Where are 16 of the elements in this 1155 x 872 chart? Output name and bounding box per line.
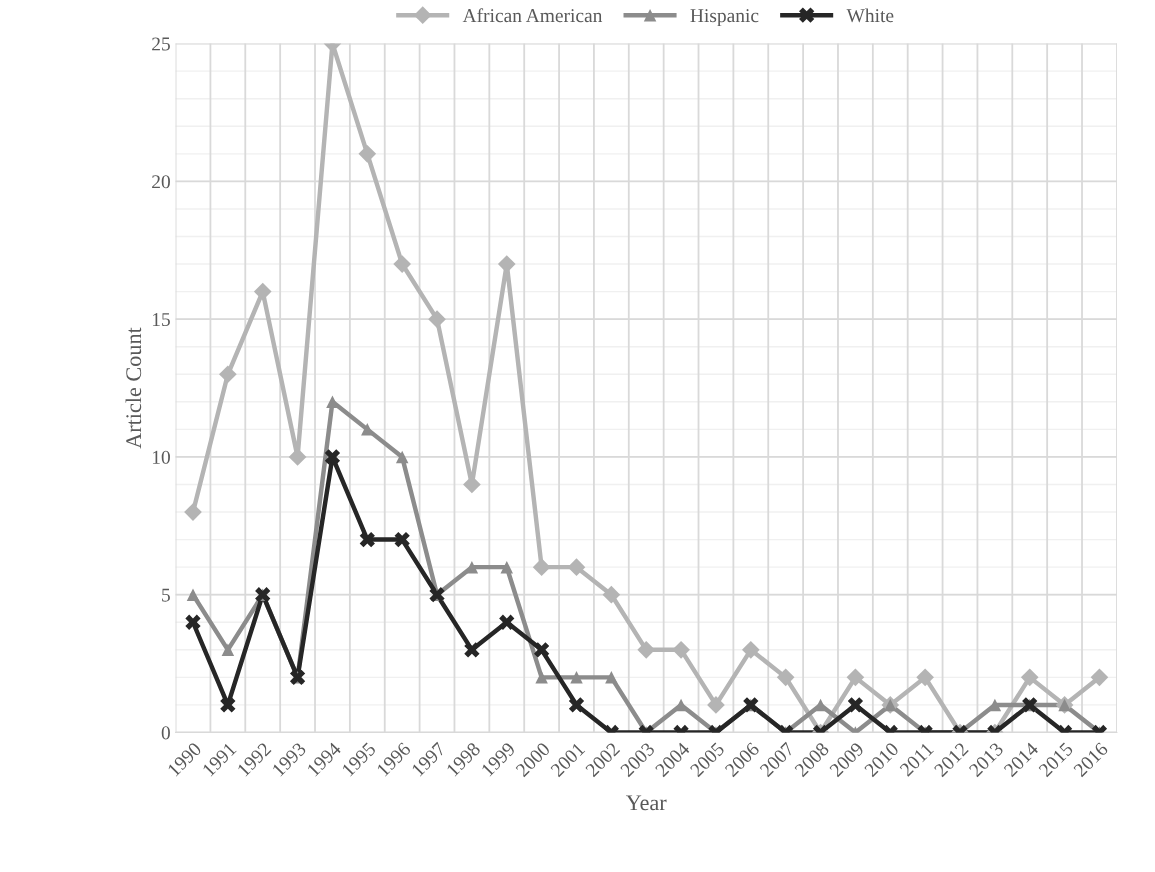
y-tick-label: 10 (152, 450, 170, 464)
x-tick-label: 2011 (899, 742, 934, 777)
y-tick-label: 0 (161, 726, 170, 740)
legend-label: Hispanic (690, 9, 759, 27)
y-tick-label: 20 (152, 175, 170, 189)
x-axis-title: Year (626, 795, 667, 811)
x-tick-label: 2001 (550, 742, 586, 778)
legend-label: African American (462, 8, 603, 23)
legend-label: White (846, 8, 894, 23)
y-tick-label: 5 (162, 588, 170, 602)
x-tick-label: 1991 (202, 742, 237, 777)
y-axis-title: Article Count (125, 327, 142, 449)
x-tick-label: 1992 (236, 741, 272, 777)
y-tick-label: 15 (152, 313, 170, 327)
y-tick-label: 25 (152, 37, 170, 51)
x-tick-label: 1999 (480, 741, 516, 777)
